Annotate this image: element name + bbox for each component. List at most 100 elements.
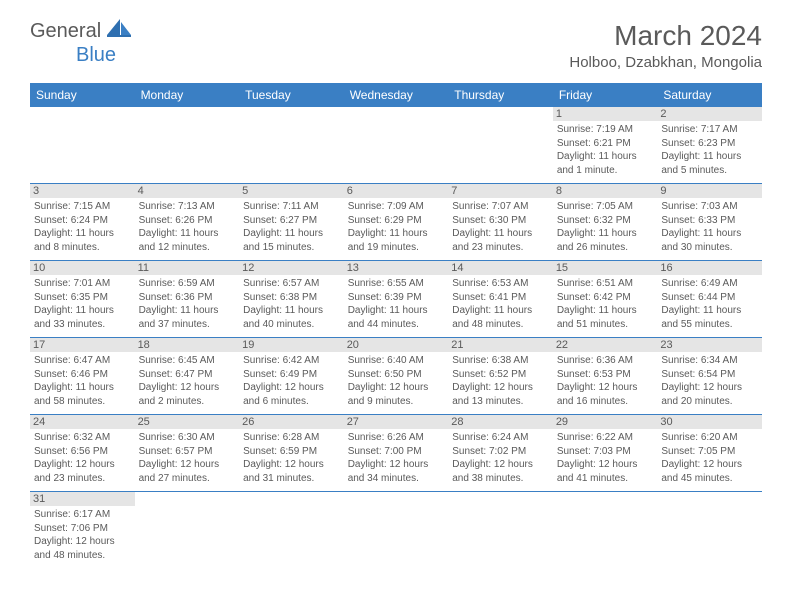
day-number: 31 xyxy=(30,492,135,506)
daylight: Daylight: 11 hours and 8 minutes. xyxy=(34,227,131,254)
logo: General xyxy=(30,20,135,43)
day-number: 26 xyxy=(239,415,344,429)
day-number: 1 xyxy=(553,107,658,121)
day-cell: 26 Sunrise: 6:28 AMSunset: 6:59 PMDayligh… xyxy=(239,415,344,492)
day-number: 16 xyxy=(657,261,762,275)
empty-cell xyxy=(448,107,553,184)
day-number: 10 xyxy=(30,261,135,275)
day-cell: 5Sunrise: 7:11 AMSunset: 6:27 PMDaylight… xyxy=(239,184,344,261)
calendar-row: 31 Sunrise: 6:17 AMSunset: 7:06 PMDayligh… xyxy=(30,492,762,569)
day-info: Sunrise: 6:28 AMSunset: 6:59 PMDaylight:… xyxy=(243,431,340,485)
sunrise: Sunrise: 7:03 AM xyxy=(661,200,758,214)
sunset: Sunset: 7:02 PM xyxy=(452,445,549,459)
empty-cell xyxy=(553,492,658,569)
sunrise: Sunrise: 7:09 AM xyxy=(348,200,445,214)
day-number: 29 xyxy=(553,415,658,429)
day-number: 23 xyxy=(657,338,762,352)
daylight: Daylight: 12 hours and 6 minutes. xyxy=(243,381,340,408)
day-cell: 14 Sunrise: 6:53 AMSunset: 6:41 PMDayligh… xyxy=(448,261,553,338)
day-info: Sunrise: 7:17 AMSunset: 6:23 PMDaylight:… xyxy=(661,123,758,177)
day-info: Sunrise: 6:38 AMSunset: 6:52 PMDaylight:… xyxy=(452,354,549,408)
calendar-row: 1 Sunrise: 7:19 AMSunset: 6:21 PMDaylight… xyxy=(30,107,762,184)
day-cell: 7Sunrise: 7:07 AMSunset: 6:30 PMDaylight… xyxy=(448,184,553,261)
month-title: March 2024 xyxy=(569,20,762,52)
sunset: Sunset: 6:32 PM xyxy=(557,214,654,228)
daylight: Daylight: 11 hours and 44 minutes. xyxy=(348,304,445,331)
day-info: Sunrise: 6:34 AMSunset: 6:54 PMDaylight:… xyxy=(661,354,758,408)
daylight: Daylight: 11 hours and 30 minutes. xyxy=(661,227,758,254)
day-info: Sunrise: 6:49 AMSunset: 6:44 PMDaylight:… xyxy=(661,277,758,331)
day-info: Sunrise: 7:09 AMSunset: 6:29 PMDaylight:… xyxy=(348,200,445,254)
day-info: Sunrise: 6:36 AMSunset: 6:53 PMDaylight:… xyxy=(557,354,654,408)
day-info: Sunrise: 6:53 AMSunset: 6:41 PMDaylight:… xyxy=(452,277,549,331)
day-number: 14 xyxy=(448,261,553,275)
daylight: Daylight: 12 hours and 31 minutes. xyxy=(243,458,340,485)
day-info: Sunrise: 6:59 AMSunset: 6:36 PMDaylight:… xyxy=(139,277,236,331)
sunrise: Sunrise: 7:11 AM xyxy=(243,200,340,214)
sunrise: Sunrise: 7:19 AM xyxy=(557,123,654,137)
empty-cell xyxy=(344,107,449,184)
sunset: Sunset: 6:44 PM xyxy=(661,291,758,305)
day-number: 24 xyxy=(30,415,135,429)
day-info: Sunrise: 6:51 AMSunset: 6:42 PMDaylight:… xyxy=(557,277,654,331)
day-cell: 21Sunrise: 6:38 AMSunset: 6:52 PMDayligh… xyxy=(448,338,553,415)
day-number: 25 xyxy=(135,415,240,429)
daylight: Daylight: 12 hours and 16 minutes. xyxy=(557,381,654,408)
day-cell: 1 Sunrise: 7:19 AMSunset: 6:21 PMDaylight… xyxy=(553,107,658,184)
daylight: Daylight: 11 hours and 33 minutes. xyxy=(34,304,131,331)
sunset: Sunset: 6:29 PM xyxy=(348,214,445,228)
day-info: Sunrise: 7:07 AMSunset: 6:30 PMDaylight:… xyxy=(452,200,549,254)
daylight: Daylight: 11 hours and 12 minutes. xyxy=(139,227,236,254)
sunrise: Sunrise: 6:36 AM xyxy=(557,354,654,368)
day-info: Sunrise: 7:13 AMSunset: 6:26 PMDaylight:… xyxy=(139,200,236,254)
sunrise: Sunrise: 6:24 AM xyxy=(452,431,549,445)
day-cell: 13Sunrise: 6:55 AMSunset: 6:39 PMDayligh… xyxy=(344,261,449,338)
day-cell: 3Sunrise: 7:15 AMSunset: 6:24 PMDaylight… xyxy=(30,184,135,261)
empty-cell xyxy=(135,492,240,569)
daylight: Daylight: 12 hours and 41 minutes. xyxy=(557,458,654,485)
sunset: Sunset: 6:41 PM xyxy=(452,291,549,305)
empty-cell xyxy=(657,492,762,569)
calendar-row: 24Sunrise: 6:32 AMSunset: 6:56 PMDayligh… xyxy=(30,415,762,492)
location: Holboo, Dzabkhan, Mongolia xyxy=(569,54,762,71)
sunrise: Sunrise: 6:42 AM xyxy=(243,354,340,368)
day-info: Sunrise: 7:15 AMSunset: 6:24 PMDaylight:… xyxy=(34,200,131,254)
sunset: Sunset: 6:54 PM xyxy=(661,368,758,382)
empty-cell xyxy=(344,492,449,569)
day-info: Sunrise: 6:47 AMSunset: 6:46 PMDaylight:… xyxy=(34,354,131,408)
sunrise: Sunrise: 6:32 AM xyxy=(34,431,131,445)
sunset: Sunset: 7:00 PM xyxy=(348,445,445,459)
sunset: Sunset: 6:47 PM xyxy=(139,368,236,382)
daylight: Daylight: 11 hours and 26 minutes. xyxy=(557,227,654,254)
daylight: Daylight: 12 hours and 34 minutes. xyxy=(348,458,445,485)
daylight: Daylight: 12 hours and 38 minutes. xyxy=(452,458,549,485)
day-number: 17 xyxy=(30,338,135,352)
sunrise: Sunrise: 7:17 AM xyxy=(661,123,758,137)
day-number: 2 xyxy=(657,107,762,121)
day-header: Tuesday xyxy=(239,83,344,107)
logo-text-2: Blue xyxy=(76,44,116,66)
day-info: Sunrise: 6:32 AMSunset: 6:56 PMDaylight:… xyxy=(34,431,131,485)
sunset: Sunset: 6:33 PM xyxy=(661,214,758,228)
day-cell: 24 Sunrise: 6:32 AMSunset: 6:56 PMDayligh… xyxy=(30,415,135,492)
day-number: 22 xyxy=(553,338,658,352)
sunset: Sunset: 6:46 PM xyxy=(34,368,131,382)
day-info: Sunrise: 6:22 AMSunset: 7:03 PMDaylight:… xyxy=(557,431,654,485)
header: General March 2024 Holboo, Dzabkhan, Mon… xyxy=(30,20,762,75)
day-info: Sunrise: 6:17 AMSunset: 7:06 PMDaylight:… xyxy=(34,508,131,562)
sunset: Sunset: 6:56 PM xyxy=(34,445,131,459)
sunset: Sunset: 6:26 PM xyxy=(139,214,236,228)
sunrise: Sunrise: 6:51 AM xyxy=(557,277,654,291)
day-number: 20 xyxy=(344,338,449,352)
day-info: Sunrise: 7:19 AMSunset: 6:21 PMDaylight:… xyxy=(557,123,654,177)
sunset: Sunset: 6:24 PM xyxy=(34,214,131,228)
sunrise: Sunrise: 7:05 AM xyxy=(557,200,654,214)
sunrise: Sunrise: 6:53 AM xyxy=(452,277,549,291)
day-cell: 28Sunrise: 6:24 AMSunset: 7:02 PMDayligh… xyxy=(448,415,553,492)
day-number: 18 xyxy=(135,338,240,352)
daylight: Daylight: 11 hours and 40 minutes. xyxy=(243,304,340,331)
day-number: 30 xyxy=(657,415,762,429)
sunset: Sunset: 7:05 PM xyxy=(661,445,758,459)
day-header: Saturday xyxy=(657,83,762,107)
empty-cell xyxy=(239,492,344,569)
